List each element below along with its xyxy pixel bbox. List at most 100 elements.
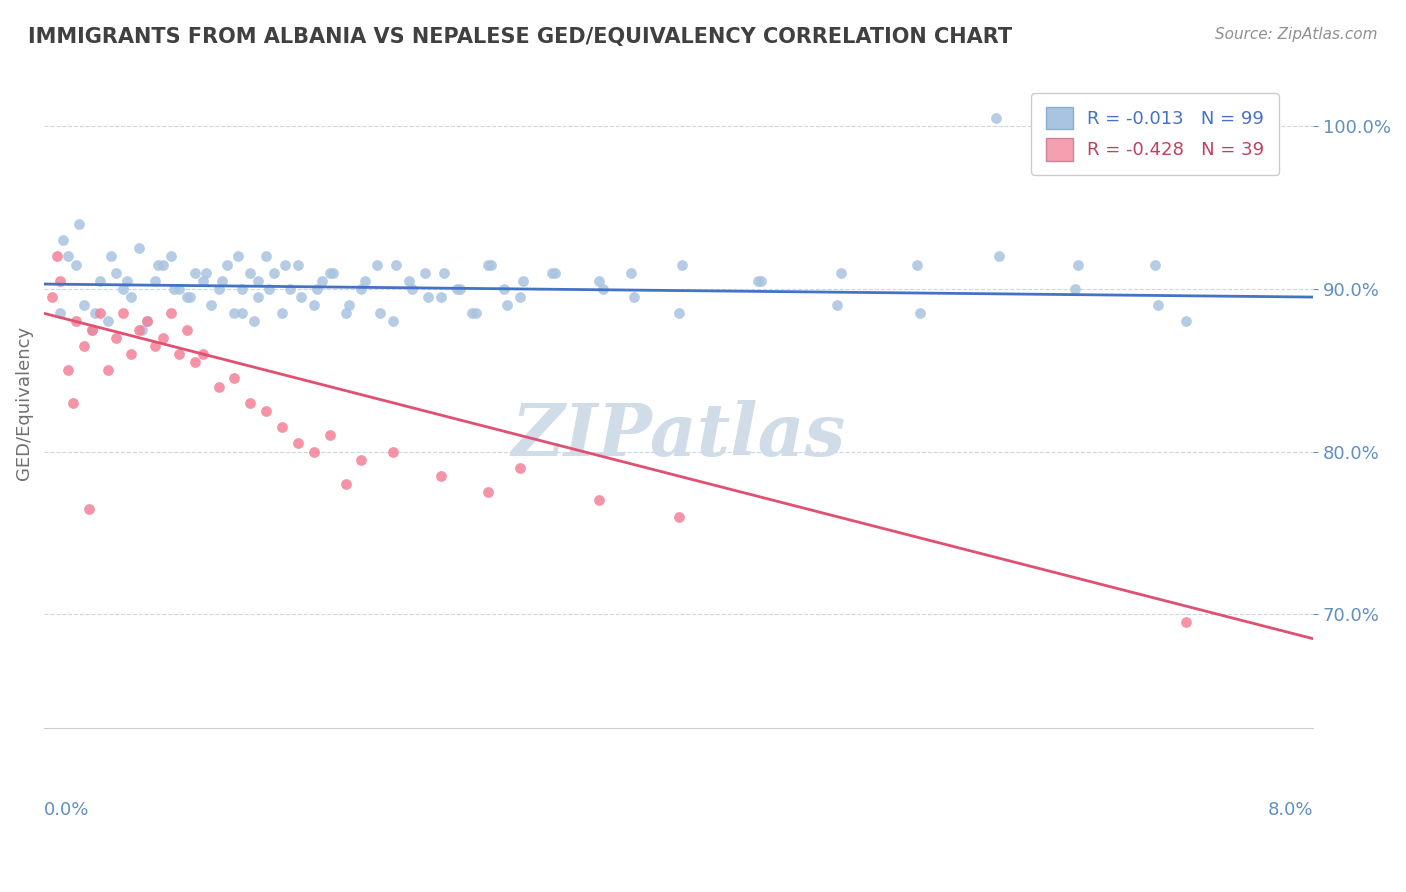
Point <box>620 266 643 280</box>
Point <box>191 274 214 288</box>
Point <box>668 306 690 320</box>
Point <box>231 306 253 320</box>
Point <box>429 469 451 483</box>
Point <box>207 282 229 296</box>
Point <box>370 306 392 320</box>
Point <box>1143 258 1166 272</box>
Point <box>67 217 90 231</box>
Point <box>143 274 166 288</box>
Point <box>305 282 328 296</box>
Text: Source: ZipAtlas.com: Source: ZipAtlas.com <box>1215 27 1378 42</box>
Point <box>540 266 562 280</box>
Point <box>988 249 1011 263</box>
Point <box>148 258 170 272</box>
Point <box>97 363 120 377</box>
Point <box>623 290 645 304</box>
Point <box>104 266 127 280</box>
Point <box>827 298 849 312</box>
Point <box>464 306 486 320</box>
Point <box>302 444 325 458</box>
Point <box>247 274 270 288</box>
Point <box>496 298 519 312</box>
Point <box>302 298 325 312</box>
Point <box>143 339 166 353</box>
Point <box>1146 298 1168 312</box>
Point <box>254 404 277 418</box>
Point <box>335 477 357 491</box>
Point <box>45 249 67 263</box>
Point <box>274 258 297 272</box>
Point <box>749 274 772 288</box>
Point <box>239 266 262 280</box>
Point <box>131 323 153 337</box>
Point <box>49 274 72 288</box>
Point <box>136 314 159 328</box>
Point <box>176 323 198 337</box>
Text: 8.0%: 8.0% <box>1268 801 1313 820</box>
Point <box>259 282 281 296</box>
Point <box>592 282 614 296</box>
Point <box>271 420 294 434</box>
Point <box>176 290 198 304</box>
Point <box>350 452 373 467</box>
Point <box>128 241 150 255</box>
Point <box>160 306 183 320</box>
Point <box>224 371 246 385</box>
Point <box>200 298 222 312</box>
Point <box>433 266 456 280</box>
Point <box>671 258 693 272</box>
Point <box>318 266 340 280</box>
Point <box>1175 314 1198 328</box>
Point <box>1064 282 1087 296</box>
Point <box>152 331 174 345</box>
Point <box>115 274 138 288</box>
Point <box>215 258 238 272</box>
Point <box>398 274 420 288</box>
Point <box>446 282 468 296</box>
Point <box>80 323 103 337</box>
Point <box>73 298 96 312</box>
Point <box>311 274 333 288</box>
Point <box>747 274 769 288</box>
Point <box>461 306 484 320</box>
Point <box>494 282 516 296</box>
Point <box>247 290 270 304</box>
Point <box>287 436 309 450</box>
Point <box>65 314 87 328</box>
Point <box>318 428 340 442</box>
Point <box>512 274 534 288</box>
Point <box>73 339 96 353</box>
Point <box>477 485 499 500</box>
Point <box>100 249 122 263</box>
Point <box>167 347 190 361</box>
Point <box>128 323 150 337</box>
Point <box>41 290 63 304</box>
Point <box>112 282 135 296</box>
Point <box>226 249 249 263</box>
Point <box>588 274 610 288</box>
Point <box>97 314 120 328</box>
Text: IMMIGRANTS FROM ALBANIA VS NEPALESE GED/EQUIVALENCY CORRELATION CHART: IMMIGRANTS FROM ALBANIA VS NEPALESE GED/… <box>28 27 1012 46</box>
Point <box>385 258 408 272</box>
Point <box>152 258 174 272</box>
Point <box>104 331 127 345</box>
Point <box>191 347 214 361</box>
Point <box>588 493 610 508</box>
Point <box>160 249 183 263</box>
Point <box>449 282 471 296</box>
Text: ZIPatlas: ZIPatlas <box>512 400 846 471</box>
Point <box>335 306 357 320</box>
Point <box>382 314 405 328</box>
Point <box>477 258 499 272</box>
Point <box>120 290 142 304</box>
Point <box>322 266 344 280</box>
Point <box>184 355 207 369</box>
Point <box>163 282 186 296</box>
Point <box>62 396 84 410</box>
Point <box>65 258 87 272</box>
Point <box>509 290 531 304</box>
Point <box>224 306 246 320</box>
Point <box>194 266 217 280</box>
Point <box>413 266 436 280</box>
Point <box>353 274 375 288</box>
